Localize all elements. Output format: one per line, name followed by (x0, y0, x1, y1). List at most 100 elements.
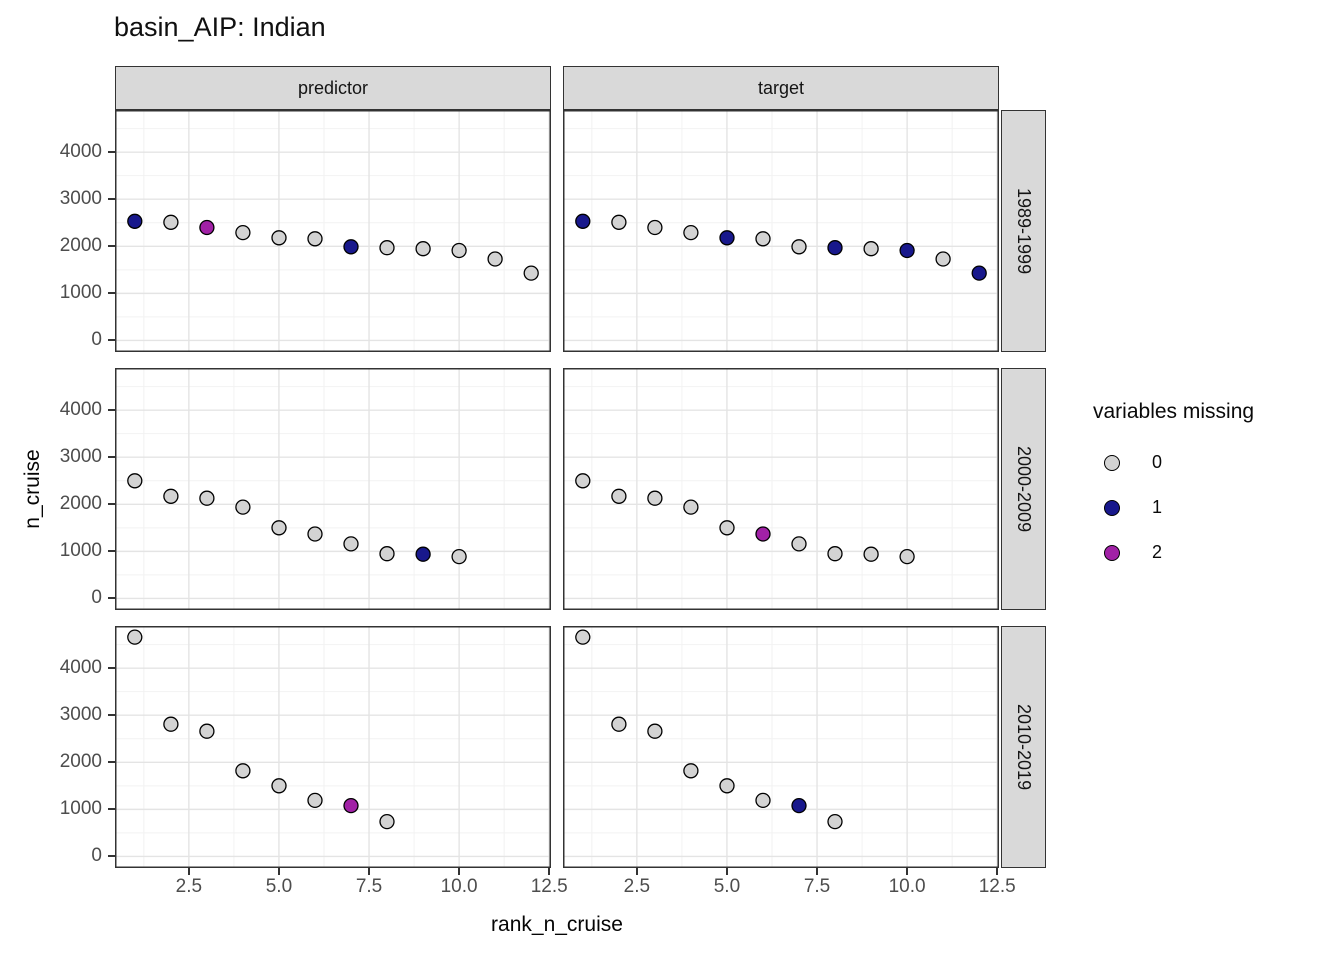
x-tick-mark (368, 868, 371, 875)
facet-row-label: 2010-2019 (1014, 703, 1034, 791)
y-tick-label: 3000 (59, 188, 102, 210)
data-point (307, 792, 323, 809)
data-point (163, 716, 179, 732)
y-tick-mark (108, 855, 115, 858)
x-axis-title: rank_n_cruise (491, 913, 623, 936)
data-point (719, 230, 735, 246)
x-tick-label: 12.5 (530, 876, 568, 897)
panel-predictor-2010-2019 (115, 626, 551, 868)
y-tick-mark (108, 667, 115, 670)
data-point (863, 241, 879, 257)
x-tick-mark (548, 868, 551, 875)
panel-target-1989-1999 (563, 110, 999, 352)
facet-row-strip-1989-1999: 1989-1999 (1001, 110, 1046, 352)
facet-row-label: 1989-1999 (1014, 187, 1034, 275)
data-point (415, 546, 431, 562)
legend-swatch-2 (1104, 544, 1120, 561)
data-point (415, 241, 431, 257)
data-point (899, 242, 915, 259)
legend-label: 1 (1152, 497, 1163, 517)
x-tick-mark (277, 868, 280, 875)
y-tick-mark (108, 550, 115, 553)
data-point (647, 723, 663, 739)
data-point (611, 488, 627, 504)
data-point (935, 251, 951, 267)
data-point (379, 546, 395, 562)
y-tick-label: 1000 (59, 282, 102, 304)
data-point (611, 214, 627, 230)
facet-column-label: target (757, 77, 805, 98)
data-point (199, 219, 215, 236)
data-point (827, 813, 843, 830)
x-tick-mark (725, 868, 728, 875)
data-point (271, 778, 287, 794)
y-tick-mark (108, 339, 115, 342)
data-point (683, 763, 699, 779)
y-tick-label: 1000 (59, 798, 102, 820)
data-point (647, 490, 663, 506)
y-tick-mark (108, 714, 115, 717)
data-point (379, 240, 395, 256)
data-point (343, 797, 359, 814)
y-tick-label: 2000 (59, 493, 102, 515)
y-tick-label: 0 (91, 845, 102, 867)
x-tick-mark (906, 868, 909, 875)
data-point (575, 213, 591, 229)
data-point (575, 629, 591, 645)
legend-label: 0 (1152, 452, 1163, 472)
y-tick-mark (108, 597, 115, 600)
x-tick-label: 5.0 (265, 876, 293, 897)
x-tick-mark (816, 868, 819, 875)
x-tick-mark (635, 868, 638, 875)
data-point (199, 723, 215, 739)
data-point (343, 536, 359, 552)
data-point (235, 224, 251, 241)
x-tick-label: 12.5 (978, 876, 1016, 897)
data-point (755, 792, 771, 809)
data-point (127, 213, 143, 229)
data-point (791, 239, 807, 255)
data-point (611, 716, 627, 732)
legend-swatch-0 (1104, 454, 1120, 471)
x-tick-label: 10.0 (440, 876, 478, 897)
x-tick-label: 7.5 (355, 876, 383, 897)
data-point (379, 813, 395, 830)
y-tick-label: 3000 (59, 704, 102, 726)
data-point (163, 214, 179, 230)
legend-item-2: 2 (1093, 530, 1338, 575)
y-axis-title: n_cruise (21, 449, 44, 529)
y-tick-label: 4000 (59, 657, 102, 679)
data-point (271, 230, 287, 246)
data-point (451, 242, 467, 259)
data-point (307, 231, 323, 247)
y-tick-mark (108, 151, 115, 154)
facet-row-strip-2000-2009: 2000-2009 (1001, 368, 1046, 610)
data-point (755, 231, 771, 247)
legend-swatch-1 (1104, 499, 1120, 516)
x-tick-label: 5.0 (713, 876, 741, 897)
y-tick-label: 2000 (59, 751, 102, 773)
y-tick-mark (108, 808, 115, 811)
data-point (271, 520, 287, 536)
x-tick-mark (458, 868, 461, 875)
legend-item-0: 0 (1093, 440, 1338, 485)
y-tick-label: 4000 (59, 141, 102, 163)
y-tick-label: 0 (91, 329, 102, 351)
data-point (451, 548, 467, 565)
x-tick-label: 7.5 (803, 876, 831, 897)
data-point (575, 473, 591, 489)
data-point (719, 520, 735, 536)
facet-column-strip-predictor: predictor (115, 66, 551, 110)
y-tick-label: 4000 (59, 399, 102, 421)
facet-column-strip-target: target (563, 66, 999, 110)
data-point (647, 219, 663, 236)
y-tick-mark (108, 292, 115, 295)
data-point (127, 629, 143, 645)
y-tick-label: 2000 (59, 235, 102, 257)
y-tick-mark (108, 761, 115, 764)
y-tick-mark (108, 409, 115, 412)
data-point (827, 240, 843, 256)
data-point (127, 473, 143, 489)
data-point (971, 265, 987, 281)
